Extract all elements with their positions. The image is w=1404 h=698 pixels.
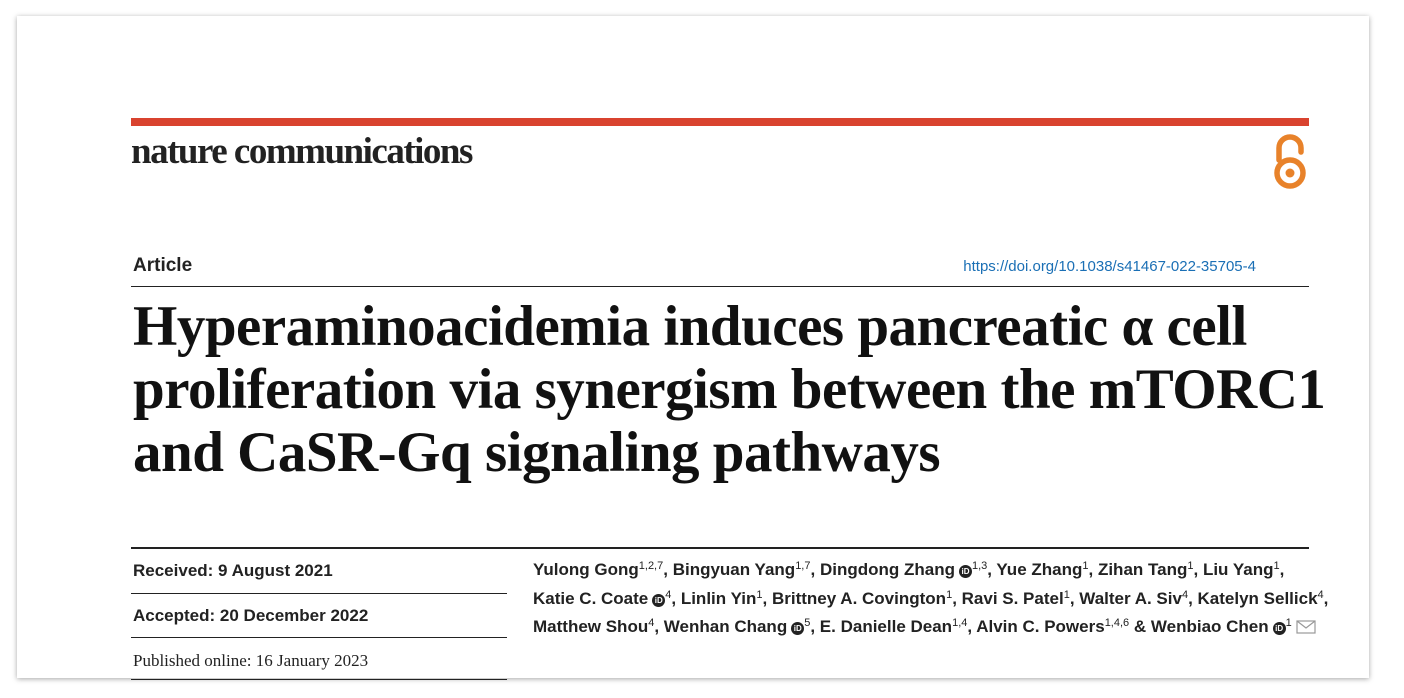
- author-name[interactable]: Wenhan Chang iD 5: [664, 617, 811, 636]
- affiliation-superscript: 1,3: [971, 560, 988, 572]
- affiliation-superscript: 5: [804, 617, 811, 629]
- author-name[interactable]: Linlin Yin1: [681, 589, 763, 608]
- author-name-text: Liu Yang: [1202, 560, 1274, 579]
- email-icon[interactable]: [1296, 620, 1316, 634]
- affiliation-superscript: 1: [1273, 560, 1280, 572]
- journal-name: nature communications: [131, 131, 473, 172]
- affiliation-superscript: 4: [648, 617, 655, 629]
- affiliation-superscript: 1,4,6: [1104, 617, 1130, 629]
- author-name[interactable]: Walter A. Siv4: [1079, 589, 1188, 608]
- author-name-text: Wenhan Chang: [663, 617, 788, 636]
- metadata-top-divider: [131, 547, 1309, 549]
- author-name[interactable]: Matthew Shou4: [533, 617, 654, 636]
- author-name[interactable]: Dingdong Zhang iD 1,3: [820, 560, 987, 579]
- affiliation-superscript: 1,4: [952, 617, 968, 629]
- affiliation-superscript: 4: [1317, 588, 1324, 601]
- orcid-icon[interactable]: iD: [1272, 622, 1286, 635]
- orcid-icon[interactable]: iD: [958, 565, 972, 578]
- paper-page: nature communications Article https://do…: [17, 16, 1369, 680]
- orcid-icon[interactable]: iD: [791, 622, 805, 635]
- published-date: Published online: 16 January 2023: [133, 651, 369, 670]
- author-name[interactable]: E. Danielle Dean1,4: [820, 617, 968, 636]
- author-name-text: Ravi S. Patel: [961, 588, 1064, 608]
- author-name[interactable]: Brittney A. Covington1: [772, 589, 952, 608]
- author-name-text: Matthew Shou: [533, 617, 649, 636]
- author-name-text: Yue Zhang: [996, 560, 1083, 579]
- date-divider-1: [131, 593, 507, 594]
- affiliation-superscript: 4: [1181, 588, 1189, 601]
- received-date: Received: 9 August 2021: [133, 561, 333, 580]
- author-name-text: Alvin C. Powers: [976, 617, 1105, 636]
- affiliation-superscript: 1: [756, 588, 763, 601]
- affiliation-superscript: 4: [665, 588, 672, 601]
- author-name[interactable]: Yulong Gong1,2,7: [533, 560, 663, 579]
- author-list: Yulong Gong1,2,7, Bingyuan Yang1,7, Ding…: [533, 560, 1329, 636]
- article-type-label: Article: [133, 255, 193, 276]
- author-name-text: Dingdong Zhang: [819, 560, 955, 579]
- date-divider-3: [131, 679, 507, 680]
- date-divider-2: [131, 637, 507, 638]
- affiliation-superscript: 1,2,7: [638, 560, 664, 572]
- author-name-text: Wenbiao Chen: [1150, 617, 1269, 636]
- author-name-text: Katie C. Coate: [533, 588, 649, 608]
- affiliation-superscript: 1: [946, 588, 953, 601]
- affiliation-superscript: 1: [1187, 560, 1194, 572]
- author-name[interactable]: Alvin C. Powers1,4,6: [976, 617, 1129, 636]
- author-name-text: Zihan Tang: [1097, 560, 1188, 579]
- header-divider: [131, 286, 1309, 287]
- author-name[interactable]: Liu Yang1: [1203, 560, 1280, 579]
- author-name[interactable]: Yue Zhang1: [996, 560, 1088, 579]
- accepted-date: Accepted: 20 December 2022: [133, 606, 369, 625]
- orcid-icon[interactable]: iD: [652, 593, 666, 607]
- author-name-text: E. Danielle Dean: [819, 617, 953, 636]
- journal-accent-bar: [131, 118, 1309, 126]
- article-title: Hyperaminoacidemia induces pancreatic α …: [133, 295, 1326, 484]
- affiliation-superscript: 1: [1285, 617, 1292, 629]
- author-name[interactable]: Zihan Tang1: [1098, 560, 1194, 579]
- author-name-text: Walter A. Siv: [1079, 588, 1182, 608]
- author-name[interactable]: Bingyuan Yang1,7: [673, 560, 811, 579]
- author-name-text: Yulong Gong: [533, 560, 639, 579]
- author-name[interactable]: Wenbiao Chen iD 1: [1151, 617, 1316, 636]
- author-name[interactable]: Katelyn Sellick4: [1198, 589, 1324, 608]
- author-name-text: Linlin Yin: [680, 588, 757, 608]
- author-name[interactable]: Ravi S. Patel1: [962, 589, 1070, 608]
- author-name-text: Brittney A. Covington: [771, 588, 947, 608]
- affiliation-superscript: 1: [1063, 588, 1070, 601]
- doi-link[interactable]: https://doi.org/10.1038/s41467-022-35705…: [963, 258, 1256, 275]
- author-name[interactable]: Katie C. Coate iD 4: [533, 589, 671, 608]
- author-name-text: Bingyuan Yang: [672, 560, 796, 579]
- open-access-icon: [1274, 134, 1306, 189]
- author-name-text: Katelyn Sellick: [1197, 588, 1318, 608]
- affiliation-superscript: 1: [1082, 560, 1089, 572]
- affiliation-superscript: 1,7: [795, 560, 811, 572]
